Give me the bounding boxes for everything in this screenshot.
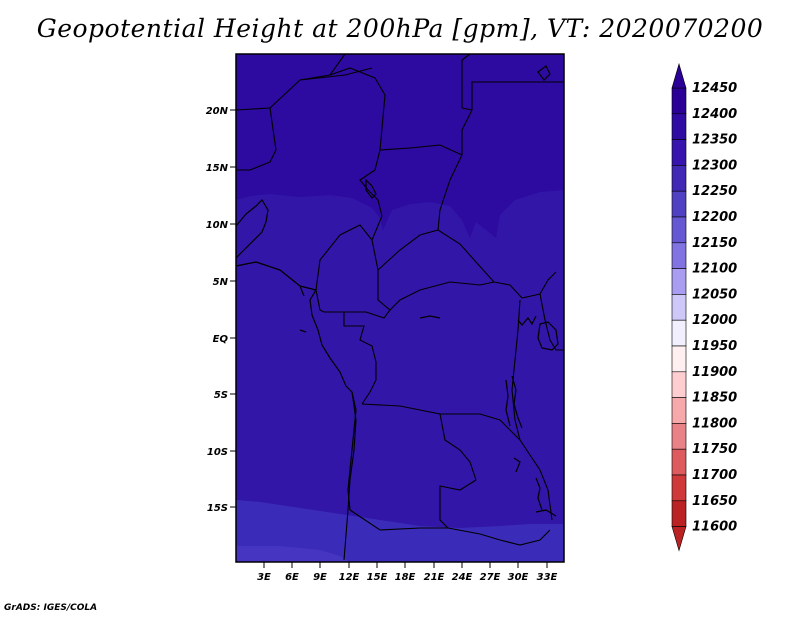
colorbar-label: 11700	[692, 468, 737, 483]
colorbar-segment	[671, 216, 687, 244]
lon-label: 15E	[367, 572, 388, 583]
colorbar-max-arrow	[671, 62, 687, 89]
lon-label: 30E	[508, 572, 529, 583]
field-south	[236, 500, 564, 562]
lon-label: 3E	[257, 572, 271, 583]
lon-label: 6E	[285, 572, 299, 583]
colorbar-label: 12300	[692, 158, 737, 173]
lon-label: 21E	[424, 572, 445, 583]
colorbar-label: 11850	[692, 391, 737, 406]
colorbar-label: 11900	[692, 365, 737, 380]
map-frame	[235, 53, 565, 563]
lon-axis: 3E 6E 9E 12E 15E 18E 21E 24E 27E 30E 33E	[257, 562, 558, 583]
lat-label: 20N	[206, 106, 229, 117]
colorbar-min-arrow	[671, 526, 687, 552]
lat-label: 10N	[206, 220, 229, 231]
colorbar: 12450 12400 12350 12300 12250 12200 12150 12100…	[671, 62, 737, 552]
lon-label: 33E	[537, 572, 558, 583]
colorbar-segment	[671, 165, 687, 192]
lat-label: 10S	[207, 447, 228, 458]
colorbar-label: 12050	[692, 287, 737, 302]
lon-label: 27E	[480, 572, 501, 583]
lat-label: 15N	[206, 163, 229, 174]
lat-label: 15S	[207, 503, 228, 514]
colorbar-segment	[671, 474, 687, 502]
colorbar-segment	[671, 294, 687, 321]
colorbar-segment	[671, 139, 687, 166]
field-south-edge	[236, 546, 350, 562]
colorbar-segment	[671, 113, 687, 140]
colorbar-segment	[671, 242, 687, 269]
colorbar-segment	[671, 190, 687, 218]
lon-label: 18E	[395, 572, 416, 583]
colorbar-label: 12000	[692, 313, 737, 328]
lon-label: 12E	[339, 572, 360, 583]
colorbar-label: 12200	[692, 210, 737, 225]
colorbar-label: 12150	[692, 236, 737, 251]
colorbar-label: 12350	[692, 133, 737, 148]
lat-label: 5S	[214, 390, 228, 401]
colorbar-label: 11950	[692, 339, 737, 354]
colorbar-segment	[671, 87, 687, 115]
country-borders	[235, 53, 564, 561]
colorbar-label: 11750	[692, 442, 737, 457]
colorbar-label: 11600	[692, 520, 737, 535]
colorbar-segment	[671, 397, 687, 424]
colorbar-label: 12450	[692, 81, 737, 96]
lakes	[299, 65, 559, 517]
lat-label: 5N	[213, 277, 229, 288]
colorbar-segment	[671, 319, 687, 347]
colorbar-segment	[671, 268, 687, 295]
colorbar-label: 12100	[692, 262, 737, 277]
map-title: Geopotential Height at 200hPa [gpm], VT:…	[36, 14, 764, 43]
lat-axis: 20N 15N 10N 5N EQ 5S 10S 15S	[206, 106, 236, 514]
colorbar-segment	[671, 345, 687, 373]
colorbar-segment	[671, 371, 687, 398]
colorbar-label: 12400	[692, 107, 737, 122]
colorbar-label: 12250	[692, 184, 737, 199]
lon-label: 9E	[313, 572, 327, 583]
colorbar-label: 11800	[692, 416, 737, 431]
grads-footer: GrADS: IGES/COLA	[4, 603, 98, 613]
colorbar-segment	[671, 448, 687, 476]
coastline	[235, 199, 357, 511]
colorbar-label: 11650	[692, 494, 737, 509]
map-panel	[235, 53, 565, 563]
field-central	[236, 190, 564, 562]
colorbar-segment	[671, 500, 687, 527]
colorbar-segment	[671, 423, 687, 450]
lon-label: 24E	[452, 572, 473, 583]
lat-label: EQ	[213, 334, 229, 345]
